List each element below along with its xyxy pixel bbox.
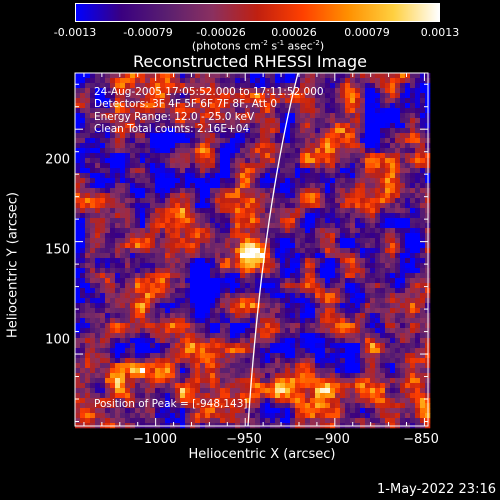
y-tick-label: 100: [45, 332, 70, 348]
chart-title: Reconstructed RHESSI Image: [133, 52, 367, 71]
colorbar-tick-label: -0.0013: [53, 26, 97, 39]
energy-range-text: Energy Range: 12.0 - 25.0 keV: [94, 111, 255, 123]
colorbar-unit-label: (photons cm-2 s-1 asec-2): [191, 39, 325, 53]
solar-limb-curve: [247, 72, 299, 427]
time-range-text: 24-Aug-2005 17:05:52.000 to 17:11:52.000: [94, 86, 324, 98]
x-tick-label: −950: [226, 432, 262, 447]
x-tick-label: −900: [314, 432, 350, 447]
x-tick-label: −1000: [133, 432, 177, 447]
colorbar-tick-label: -0.00079: [123, 26, 173, 39]
date-stamp: 1-May-2022 23:16: [377, 482, 496, 497]
y-tick-label: 150: [45, 242, 70, 258]
colorbar-tick-label: -0.00026: [196, 26, 246, 39]
y-tick-label: 200: [45, 152, 70, 168]
colorbar-tick-label: 0.0013: [420, 26, 460, 39]
colorbar-tick-label: 0.00079: [344, 26, 390, 39]
colorbar: [75, 3, 440, 22]
colorbar-tick-label: 0.00026: [271, 26, 317, 39]
x-tick-label: −850: [403, 432, 439, 447]
plot-frame: [74, 72, 429, 427]
detectors-text: Detectors: 3F 4F 5F 6F 7F 8F, Att 0: [94, 98, 278, 110]
y-axis-label: Heliocentric Y (arcsec): [5, 192, 21, 338]
clean-counts-text: Clean Total counts: 2.16E+04: [94, 123, 250, 135]
peak-position-text: Position of Peak = [-948,143]: [94, 398, 248, 410]
x-axis-label: Heliocentric X (arcsec): [188, 447, 336, 462]
